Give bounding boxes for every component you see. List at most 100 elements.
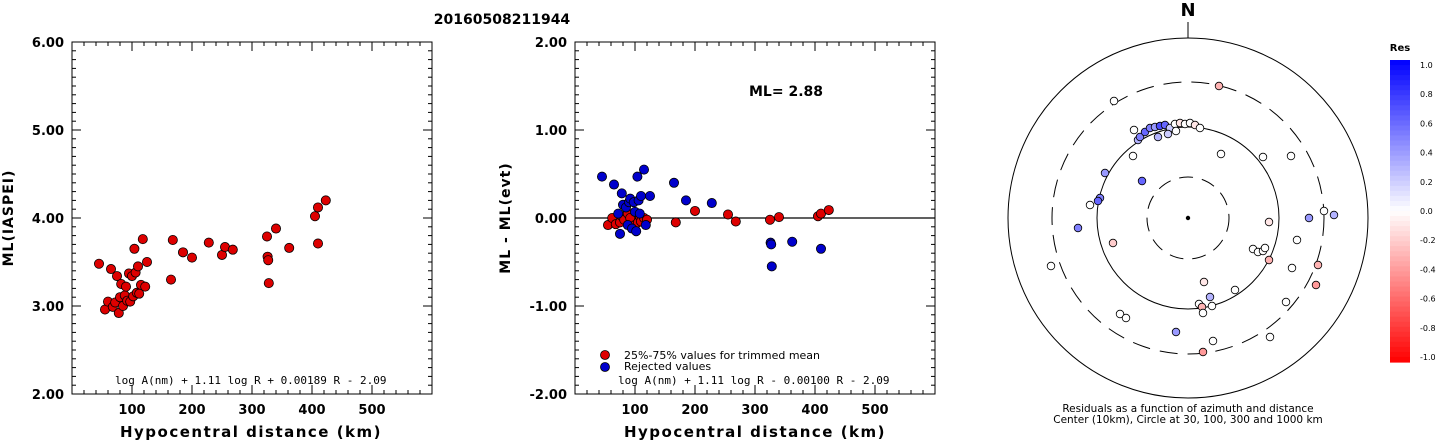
data-point xyxy=(730,216,741,227)
data-point xyxy=(309,211,320,222)
polar-point xyxy=(1121,313,1131,323)
data-point xyxy=(165,274,176,285)
y-tick-label: 2.00 xyxy=(535,36,567,51)
colorbar-cell xyxy=(1390,145,1410,152)
polar-point xyxy=(1258,152,1268,162)
colorbar-cell xyxy=(1390,190,1410,197)
colorbar-cell xyxy=(1390,170,1410,177)
legend-marker-rejected xyxy=(600,362,610,372)
plot-residuals: -2.00 -1.00 0.00 1.00 2.00 100 200 300 400 500 M… xyxy=(498,36,936,441)
colorbar-cell xyxy=(1390,100,1410,106)
x-axis-label: Hypocentral distance (km) xyxy=(120,423,382,441)
colorbar-cell xyxy=(1390,311,1410,318)
colorbar-cell xyxy=(1390,185,1410,192)
colorbar-cell xyxy=(1390,115,1410,121)
colorbar-cell xyxy=(1390,291,1410,298)
legend-label-trimmed: 25%-75% values for trimmed mean xyxy=(624,349,820,362)
polar-caption-line2: Center (10km), Circle at 30, 100, 300 an… xyxy=(1053,414,1323,426)
colorbar-cell xyxy=(1390,331,1410,338)
data-point xyxy=(681,195,692,206)
data-point xyxy=(261,231,272,242)
data-point xyxy=(177,247,188,258)
plot-ml-iaspei: 2.00 3.00 4.00 5.00 6.00 100 200 300 400 500 ML(… xyxy=(1,36,433,441)
data-point xyxy=(167,234,178,245)
colorbar-cell xyxy=(1390,216,1410,222)
y-tick-label: 2.00 xyxy=(32,388,64,403)
colorbar-tick-label: -0.6 xyxy=(1420,295,1436,304)
y-tick-label: 4.00 xyxy=(32,212,64,227)
colorbar-cell xyxy=(1390,130,1410,137)
polar-point xyxy=(1260,243,1270,253)
polar-point xyxy=(1281,297,1291,307)
polar-point xyxy=(1171,327,1181,337)
colorbar-cell xyxy=(1390,175,1410,182)
colorbar-cell xyxy=(1390,180,1410,187)
data-point xyxy=(765,214,776,225)
data-point xyxy=(766,261,777,272)
polar-point xyxy=(1046,261,1056,271)
polar-point xyxy=(1129,125,1139,135)
colorbar-cell xyxy=(1390,351,1410,358)
colorbar-tick-label: 0.8 xyxy=(1420,90,1433,99)
colorbar-cell xyxy=(1390,65,1410,71)
colorbar-cell xyxy=(1390,271,1410,278)
polar-point xyxy=(1137,176,1147,186)
data-point xyxy=(823,205,834,216)
y-axis-ticks: -2.00 -1.00 0.00 1.00 2.00 xyxy=(530,36,935,403)
x-tick-label: 200 xyxy=(681,403,708,418)
colorbar-title: Res xyxy=(1390,43,1410,54)
colorbar-cell xyxy=(1390,301,1410,308)
data-point xyxy=(129,243,140,254)
x-tick-label: 300 xyxy=(238,403,265,418)
y-tick-label: 3.00 xyxy=(32,300,64,315)
colorbar-cell xyxy=(1390,266,1410,272)
colorbar-cell xyxy=(1390,160,1410,167)
polar-point xyxy=(1109,96,1119,106)
colorbar-tick-label: 0.4 xyxy=(1420,149,1433,158)
data-point xyxy=(141,256,152,267)
data-point xyxy=(137,234,148,245)
colorbar-cell xyxy=(1390,60,1410,66)
residual-colorbar: Res 1.0 0.8 0.6 0.4 0.2 0.0 -0.2 -0.4 -0.6 -0.8 -1… xyxy=(1390,43,1436,363)
polar-point xyxy=(1198,347,1208,357)
data-point xyxy=(312,238,323,249)
colorbar-cell xyxy=(1390,341,1410,348)
x-tick-label: 400 xyxy=(298,403,325,418)
data-point xyxy=(616,188,627,199)
colorbar-tick-label: -1.0 xyxy=(1420,353,1436,362)
data-point xyxy=(263,278,274,289)
colorbar-tick-label: -0.8 xyxy=(1420,324,1436,333)
colorbar-cell xyxy=(1390,80,1410,86)
data-point xyxy=(706,198,717,209)
colorbar-cell xyxy=(1390,135,1410,142)
colorbar-cell xyxy=(1390,296,1410,303)
x-tick-label: 500 xyxy=(861,403,888,418)
y-axis-label: ML(IASPEI) xyxy=(1,170,17,267)
colorbar-tick-label: 1.0 xyxy=(1420,61,1433,70)
colorbar-cell xyxy=(1390,306,1410,313)
colorbar-cell xyxy=(1390,120,1410,127)
outer-circle-1000km xyxy=(1007,37,1369,399)
data-point xyxy=(669,177,680,188)
polar-point xyxy=(1292,235,1302,245)
polar-point xyxy=(1304,213,1314,223)
north-label: N xyxy=(1180,0,1195,21)
polar-caption-line1: Residuals as a function of azimuth and d… xyxy=(1062,403,1313,415)
colorbar-cell xyxy=(1390,70,1410,76)
colorbar-cell xyxy=(1390,85,1410,91)
plot-frame xyxy=(71,41,433,395)
colorbar-cell xyxy=(1390,205,1410,212)
data-point xyxy=(816,243,827,254)
colorbar-cell xyxy=(1390,155,1410,162)
colorbar-cell xyxy=(1390,125,1410,132)
colorbar-cell xyxy=(1390,221,1410,227)
data-point xyxy=(270,223,281,234)
polar-point xyxy=(1311,280,1321,290)
polar-point xyxy=(1195,123,1205,133)
colorbar-tick-label: -0.2 xyxy=(1420,236,1436,245)
data-point xyxy=(609,179,620,190)
colorbar-tick-label: 0.0 xyxy=(1420,207,1433,216)
colorbar-cell xyxy=(1390,326,1410,333)
data-point xyxy=(597,171,608,182)
